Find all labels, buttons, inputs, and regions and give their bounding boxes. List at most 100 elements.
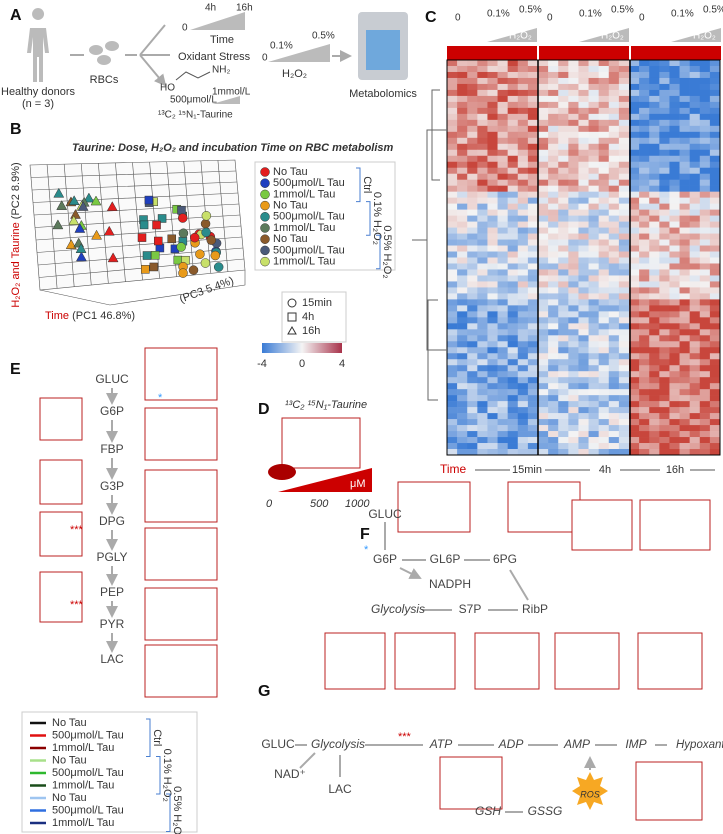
metabolite: PGLY xyxy=(96,550,127,564)
heat-cell xyxy=(618,317,630,324)
heat-cell xyxy=(618,107,630,115)
heat-cell xyxy=(507,155,519,163)
label: 0 xyxy=(266,498,273,510)
heat-cell xyxy=(689,215,701,222)
heat-cell xyxy=(517,95,529,103)
wedge xyxy=(278,468,372,492)
heat-cell xyxy=(709,149,721,157)
heat-cell xyxy=(487,125,498,133)
heat-cell xyxy=(507,395,519,402)
heat-cell xyxy=(538,185,549,192)
heat-cell xyxy=(598,389,610,396)
legend-label: No Tau xyxy=(52,754,87,766)
heat-cell xyxy=(477,269,488,276)
heat-cell xyxy=(608,425,620,432)
heat-cell xyxy=(669,329,680,336)
heat-cell xyxy=(649,107,660,115)
heat-cell xyxy=(487,89,498,97)
marker xyxy=(177,205,186,215)
marker xyxy=(201,227,211,238)
heat-cell xyxy=(598,269,610,276)
heat-cell xyxy=(497,371,508,378)
heat-cell xyxy=(629,383,640,390)
heat-cell xyxy=(608,449,620,456)
heat-cell xyxy=(548,209,559,216)
heat-cell xyxy=(649,425,660,432)
heat-cell xyxy=(629,137,640,145)
heat-cell xyxy=(538,341,549,348)
metabolite: FBP xyxy=(100,442,123,456)
heat-cell xyxy=(689,329,701,336)
heat-cell xyxy=(497,155,508,163)
heat-cell xyxy=(538,107,549,115)
heat-cell xyxy=(447,245,458,252)
heat-cell xyxy=(497,179,508,186)
heat-cell xyxy=(618,60,630,67)
heat-cell xyxy=(487,107,498,115)
heat-cell xyxy=(679,395,690,402)
heat-cell xyxy=(467,263,478,270)
heat-cell xyxy=(699,131,711,139)
heat-cell xyxy=(689,269,701,276)
heat-cell xyxy=(709,449,721,456)
heat-cell xyxy=(689,317,701,324)
heat-cell xyxy=(588,347,599,354)
heat-cell xyxy=(709,353,721,360)
heat-cell xyxy=(548,137,559,145)
heat-cell xyxy=(527,251,539,258)
heat-cell xyxy=(709,251,721,258)
heat-cell xyxy=(598,329,610,336)
heat-cell xyxy=(659,335,670,342)
heat-cell xyxy=(497,227,508,234)
heat-cell xyxy=(649,77,660,85)
heat-cell xyxy=(578,305,589,312)
heat-cell xyxy=(649,113,660,121)
heat-cell xyxy=(598,89,610,97)
heat-cell xyxy=(558,167,569,175)
heat-cell xyxy=(467,413,478,420)
wedge xyxy=(671,28,721,42)
heat-cell xyxy=(659,119,670,127)
heat-cell xyxy=(689,359,701,366)
heat-cell xyxy=(548,299,559,306)
heat-cell xyxy=(467,77,478,85)
heat-cell xyxy=(669,95,680,103)
heat-cell xyxy=(447,443,458,450)
heat-cell xyxy=(649,341,660,348)
heat-cell xyxy=(659,311,670,318)
heat-cell xyxy=(568,83,579,91)
heat-cell xyxy=(578,365,589,372)
metabolite: LAC xyxy=(328,782,352,796)
heat-cell xyxy=(588,335,599,342)
heat-cell xyxy=(578,419,589,426)
heat-cell xyxy=(527,131,539,139)
heat-cell xyxy=(527,167,539,175)
heat-cell xyxy=(548,443,559,450)
heat-cell xyxy=(477,395,488,402)
h2o2-label: H₂O₂ xyxy=(693,31,716,42)
colorbar-label: 4 xyxy=(339,358,345,370)
legend-swatch xyxy=(260,167,270,177)
heat-cell xyxy=(548,323,559,330)
heat-cell xyxy=(517,143,529,151)
heat-cell xyxy=(629,101,640,109)
heat-cell xyxy=(588,383,599,390)
donor-icon xyxy=(27,8,49,82)
heat-cell xyxy=(618,233,630,240)
heat-cell xyxy=(598,275,610,282)
heat-cell xyxy=(497,245,508,252)
heat-cell xyxy=(507,89,519,97)
heat-cell xyxy=(517,305,529,312)
heat-cell xyxy=(507,365,519,372)
heat-cell xyxy=(598,431,610,438)
heat-cell xyxy=(507,245,519,252)
heat-cell xyxy=(548,431,559,438)
heat-cell xyxy=(699,89,711,97)
heat-cell xyxy=(517,263,529,270)
heat-cell xyxy=(598,131,610,139)
heat-cell xyxy=(588,215,599,222)
heat-cell xyxy=(568,119,579,127)
heat-cell xyxy=(679,83,690,91)
heat-cell xyxy=(699,335,711,342)
heat-cell xyxy=(598,215,610,222)
